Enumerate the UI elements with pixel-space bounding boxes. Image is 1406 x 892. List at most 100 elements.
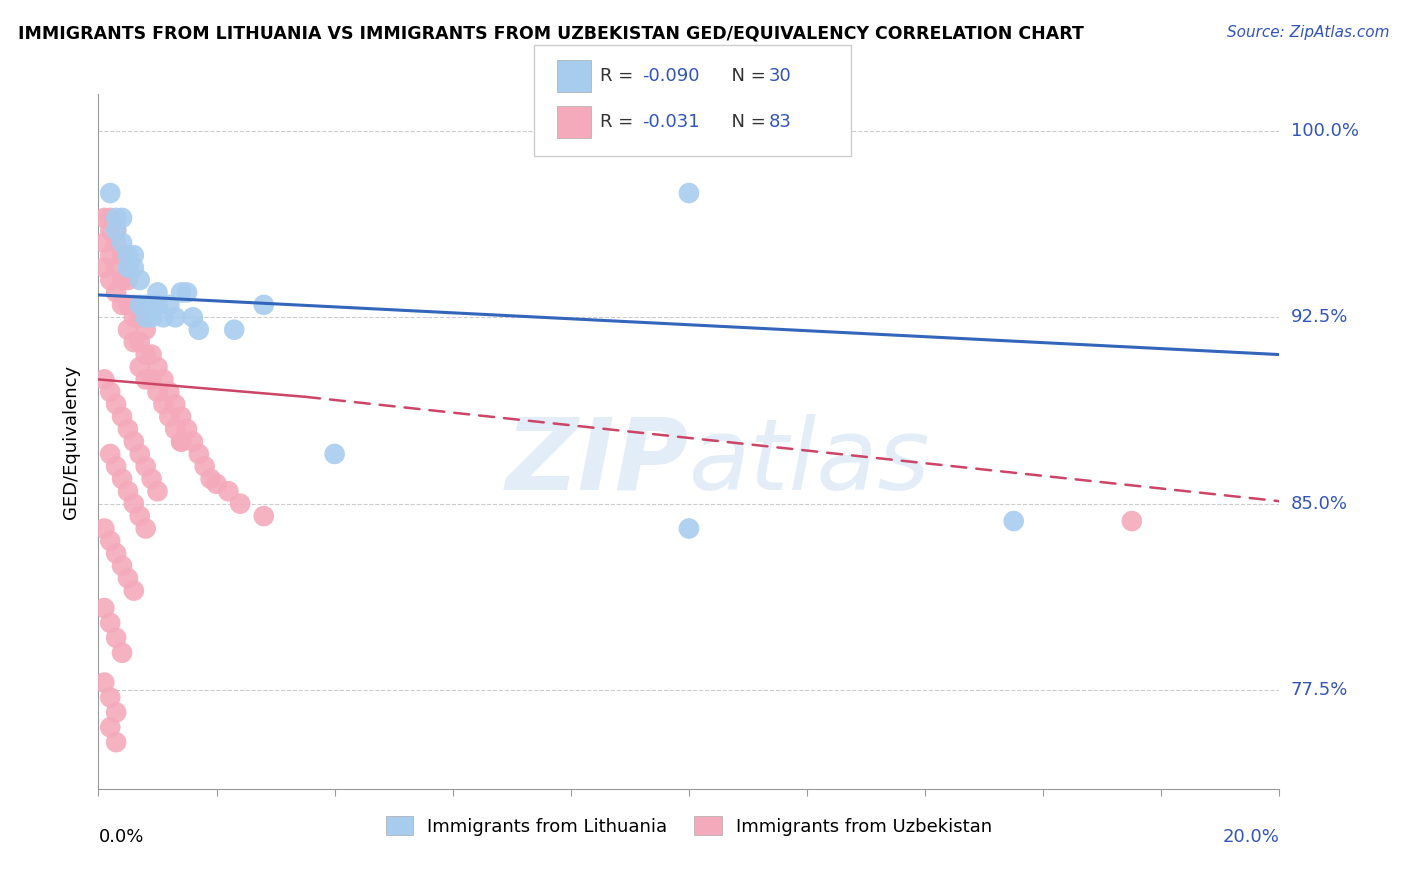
Point (146, 484, 169, 499)
Text: N =: N = (720, 113, 772, 131)
Point (141, 372, 163, 386)
Point (229, 497, 252, 511)
Point (98, 223, 121, 237)
Point (105, 631, 128, 645)
Point (128, 335, 150, 350)
Point (98, 273, 121, 287)
Point (135, 298, 157, 312)
Point (141, 298, 163, 312)
Point (135, 323, 157, 337)
Point (122, 248, 145, 262)
Point (122, 298, 145, 312)
Point (187, 323, 209, 337)
Point (205, 476, 228, 491)
Point (176, 285, 198, 300)
Point (128, 359, 150, 374)
Text: 83: 83 (769, 113, 792, 131)
Text: atlas: atlas (689, 414, 931, 511)
Point (98, 447, 121, 461)
Point (135, 347, 157, 362)
Point (170, 434, 193, 449)
Point (117, 484, 139, 499)
Point (105, 223, 128, 237)
Point (1002, 514, 1025, 528)
Point (93, 675, 115, 690)
Point (165, 310, 187, 325)
Point (157, 384, 180, 399)
Text: 85.0%: 85.0% (1291, 495, 1347, 513)
Point (122, 497, 145, 511)
Point (105, 260, 128, 275)
Point (93, 235, 115, 250)
Point (141, 310, 163, 325)
Point (146, 359, 169, 374)
Point (98, 186, 121, 200)
Point (117, 323, 139, 337)
Point (128, 509, 150, 524)
Point (678, 186, 700, 200)
Point (98, 615, 121, 630)
Point (170, 285, 193, 300)
Text: R =: R = (600, 67, 640, 85)
Text: R =: R = (600, 113, 640, 131)
Point (157, 298, 180, 312)
Point (93, 260, 115, 275)
Point (111, 248, 134, 262)
Point (181, 434, 204, 449)
Point (105, 223, 128, 237)
Point (128, 298, 150, 312)
Point (122, 583, 145, 598)
Point (146, 298, 169, 312)
Point (678, 521, 700, 535)
Point (194, 459, 217, 474)
Point (135, 459, 157, 474)
Point (93, 372, 115, 386)
Text: 100.0%: 100.0% (1291, 122, 1358, 140)
Text: Source: ZipAtlas.com: Source: ZipAtlas.com (1226, 25, 1389, 40)
Text: 20.0%: 20.0% (1223, 829, 1279, 847)
Point (98, 248, 121, 262)
Point (117, 571, 139, 585)
Text: -0.031: -0.031 (643, 113, 700, 131)
Point (93, 211, 115, 225)
Y-axis label: GED/Equivalency: GED/Equivalency (62, 365, 80, 518)
Point (111, 472, 134, 486)
Point (181, 310, 204, 325)
Point (111, 298, 134, 312)
Point (141, 347, 163, 362)
Point (135, 372, 157, 386)
Point (157, 409, 180, 424)
Point (105, 285, 128, 300)
Point (93, 521, 115, 535)
Point (146, 384, 169, 399)
Point (105, 706, 128, 720)
Point (165, 397, 187, 411)
Point (122, 260, 145, 275)
Text: 0.0%: 0.0% (98, 829, 143, 847)
Point (165, 422, 187, 436)
Point (170, 434, 193, 449)
Text: N =: N = (720, 67, 772, 85)
Point (141, 472, 163, 486)
Point (111, 211, 134, 225)
Point (98, 211, 121, 225)
Point (224, 323, 246, 337)
Point (176, 422, 198, 436)
Point (117, 248, 139, 262)
Point (111, 235, 134, 250)
Point (105, 397, 128, 411)
Point (1121, 514, 1143, 528)
Point (146, 285, 169, 300)
Point (122, 310, 145, 325)
Point (122, 434, 145, 449)
Point (111, 558, 134, 573)
Point (152, 397, 174, 411)
Text: 30: 30 (769, 67, 792, 85)
Legend: Immigrants from Lithuania, Immigrants from Uzbekistan: Immigrants from Lithuania, Immigrants fr… (378, 809, 1000, 843)
Point (111, 273, 134, 287)
Text: 92.5%: 92.5% (1291, 309, 1348, 326)
Point (253, 298, 276, 312)
Point (117, 422, 139, 436)
Point (323, 447, 346, 461)
Point (253, 509, 276, 524)
